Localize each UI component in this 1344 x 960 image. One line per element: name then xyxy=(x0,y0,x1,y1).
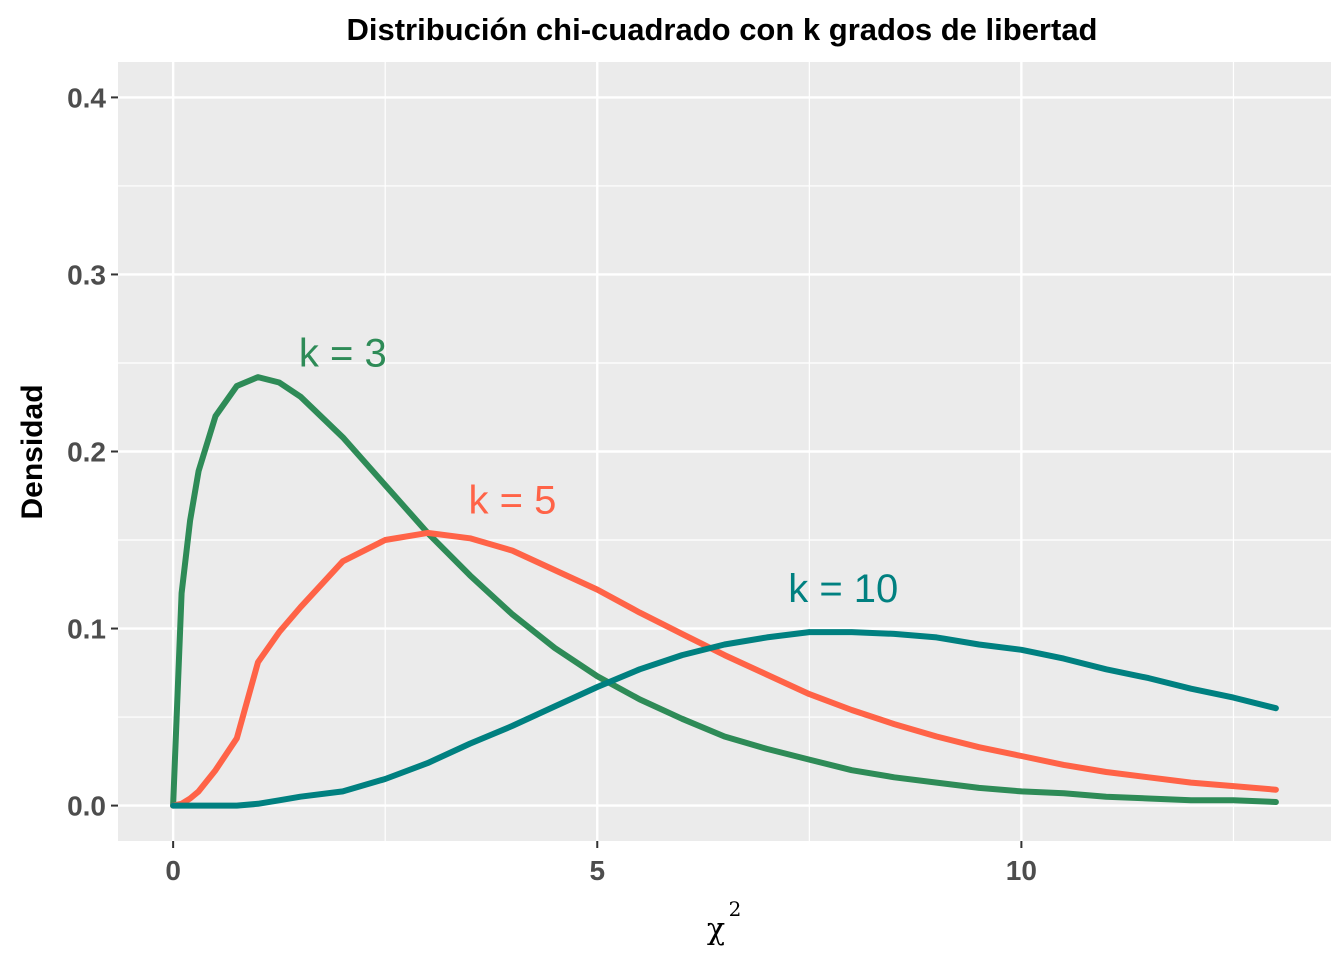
axis-ticks xyxy=(111,96,1023,848)
series-line-k-10 xyxy=(170,629,1279,809)
series-line-k-3 xyxy=(170,374,1279,809)
series-label-k-3: k = 3 xyxy=(299,332,387,376)
series-line-k-5 xyxy=(170,529,1279,809)
chart-title: Distribución chi-cuadrado con k grados d… xyxy=(346,12,1097,47)
series-lines xyxy=(170,374,1279,809)
x-tick-label: 0 xyxy=(165,855,181,886)
tick-labels: 0 5 10 0.0 0.1 0.2 0.3 0.4 xyxy=(67,82,1037,886)
y-tick-label: 0.0 xyxy=(67,791,106,822)
y-tick-label: 0.3 xyxy=(67,259,106,290)
y-tick-label: 0.2 xyxy=(67,437,106,468)
series-labels: k = 3 k = 5 k = 10 xyxy=(299,332,898,611)
series-label-k-5: k = 5 xyxy=(469,478,557,522)
y-tick-label: 0.1 xyxy=(67,614,106,645)
y-axis-title: Densidad xyxy=(16,384,49,519)
series-label-k-10: k = 10 xyxy=(788,567,898,611)
x-axis-title: χ xyxy=(707,912,725,947)
y-tick-label: 0.4 xyxy=(67,82,106,113)
x-tick-label: 10 xyxy=(1006,855,1037,886)
major-gridlines xyxy=(118,62,1331,841)
x-axis-title-superscript: 2 xyxy=(729,897,742,921)
x-tick-label: 5 xyxy=(589,855,605,886)
